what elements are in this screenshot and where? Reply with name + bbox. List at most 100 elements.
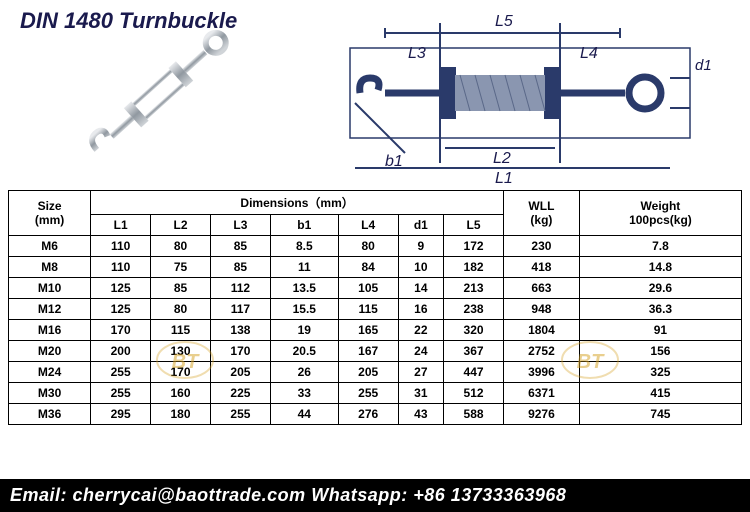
header-row-1: Size(mm) Dimensions（mm） WLL(kg) Weight10…: [9, 191, 742, 215]
cell-L1: 125: [91, 278, 151, 299]
cell-L2: 80: [151, 236, 211, 257]
th-L2: L2: [151, 215, 211, 236]
th-L4: L4: [338, 215, 398, 236]
cell-L4: 167: [338, 341, 398, 362]
table-row: M8110758511841018241814.8: [9, 257, 742, 278]
cell-wll: 6371: [504, 383, 580, 404]
cell-size: M36: [9, 404, 91, 425]
cell-L2: 170: [151, 362, 211, 383]
cell-d1: 24: [398, 341, 444, 362]
label-b1: b1: [385, 153, 403, 170]
table-row: M161701151381916522320180491: [9, 320, 742, 341]
cell-wll: 418: [504, 257, 580, 278]
spec-table: Size(mm) Dimensions（mm） WLL(kg) Weight10…: [8, 190, 742, 425]
cell-L5: 447: [444, 362, 504, 383]
table-row: M3629518025544276435889276745: [9, 404, 742, 425]
cell-wll: 230: [504, 236, 580, 257]
th-d1: d1: [398, 215, 444, 236]
th-L5: L5: [444, 215, 504, 236]
cell-L4: 276: [338, 404, 398, 425]
header-area: DIN 1480 Turnbuckle: [0, 0, 750, 190]
th-L1: L1: [91, 215, 151, 236]
cell-d1: 27: [398, 362, 444, 383]
email-label: Email:: [10, 485, 67, 505]
cell-L4: 165: [338, 320, 398, 341]
label-L4: L4: [580, 45, 598, 62]
cell-L3: 138: [210, 320, 270, 341]
cell-b1: 44: [270, 404, 338, 425]
cell-wll: 663: [504, 278, 580, 299]
cell-d1: 9: [398, 236, 444, 257]
cell-weight: 91: [579, 320, 741, 341]
cell-L2: 115: [151, 320, 211, 341]
cell-size: M24: [9, 362, 91, 383]
cell-size: M8: [9, 257, 91, 278]
cell-L4: 105: [338, 278, 398, 299]
cell-wll: 3996: [504, 362, 580, 383]
cell-L5: 512: [444, 383, 504, 404]
cell-L1: 170: [91, 320, 151, 341]
th-weight: Weight100pcs(kg): [579, 191, 741, 236]
page-title: DIN 1480 Turnbuckle: [20, 8, 300, 34]
cell-L5: 182: [444, 257, 504, 278]
table-row: M101258511213.51051421366329.6: [9, 278, 742, 299]
spec-table-wrap: Size(mm) Dimensions（mm） WLL(kg) Weight10…: [0, 190, 750, 425]
cell-L4: 84: [338, 257, 398, 278]
table-row: M121258011715.51151623894836.3: [9, 299, 742, 320]
cell-L1: 110: [91, 257, 151, 278]
table-row: M2020013017020.5167243672752156: [9, 341, 742, 362]
cell-weight: 29.6: [579, 278, 741, 299]
whatsapp-label: Whatsapp:: [311, 485, 408, 505]
cell-L1: 255: [91, 383, 151, 404]
cell-L1: 295: [91, 404, 151, 425]
cell-L1: 255: [91, 362, 151, 383]
th-L3: L3: [210, 215, 270, 236]
th-wll: WLL(kg): [504, 191, 580, 236]
cell-size: M10: [9, 278, 91, 299]
cell-d1: 14: [398, 278, 444, 299]
cell-size: M30: [9, 383, 91, 404]
footer-bar: Email: cherrycai@baottrade.com Whatsapp:…: [0, 479, 750, 512]
photo-area: DIN 1480 Turnbuckle: [20, 8, 300, 182]
cell-wll: 948: [504, 299, 580, 320]
label-L5: L5: [495, 13, 513, 30]
cell-L1: 110: [91, 236, 151, 257]
cell-b1: 15.5: [270, 299, 338, 320]
table-row: M3025516022533255315126371415: [9, 383, 742, 404]
cell-d1: 31: [398, 383, 444, 404]
cell-L2: 160: [151, 383, 211, 404]
cell-L4: 255: [338, 383, 398, 404]
cell-b1: 20.5: [270, 341, 338, 362]
cell-L5: 367: [444, 341, 504, 362]
cell-size: M12: [9, 299, 91, 320]
cell-L3: 170: [210, 341, 270, 362]
cell-weight: 14.8: [579, 257, 741, 278]
cell-size: M16: [9, 320, 91, 341]
th-b1: b1: [270, 215, 338, 236]
cell-b1: 13.5: [270, 278, 338, 299]
cell-b1: 33: [270, 383, 338, 404]
cell-L5: 320: [444, 320, 504, 341]
cell-L4: 115: [338, 299, 398, 320]
cell-weight: 415: [579, 383, 741, 404]
cell-L2: 180: [151, 404, 211, 425]
cell-b1: 8.5: [270, 236, 338, 257]
cell-weight: 7.8: [579, 236, 741, 257]
cell-L3: 255: [210, 404, 270, 425]
cell-L3: 225: [210, 383, 270, 404]
cell-L4: 80: [338, 236, 398, 257]
cell-weight: 156: [579, 341, 741, 362]
label-L2: L2: [493, 150, 511, 167]
cell-b1: 19: [270, 320, 338, 341]
cell-weight: 745: [579, 404, 741, 425]
label-L1: L1: [495, 170, 513, 187]
cell-L5: 213: [444, 278, 504, 299]
cell-L1: 125: [91, 299, 151, 320]
label-L3: L3: [408, 45, 426, 62]
cell-L5: 238: [444, 299, 504, 320]
cell-L3: 205: [210, 362, 270, 383]
cell-L3: 117: [210, 299, 270, 320]
email-value: cherrycai@baottrade.com: [73, 485, 306, 505]
whatsapp-value: +86 13733363968: [413, 485, 566, 505]
cell-L2: 85: [151, 278, 211, 299]
